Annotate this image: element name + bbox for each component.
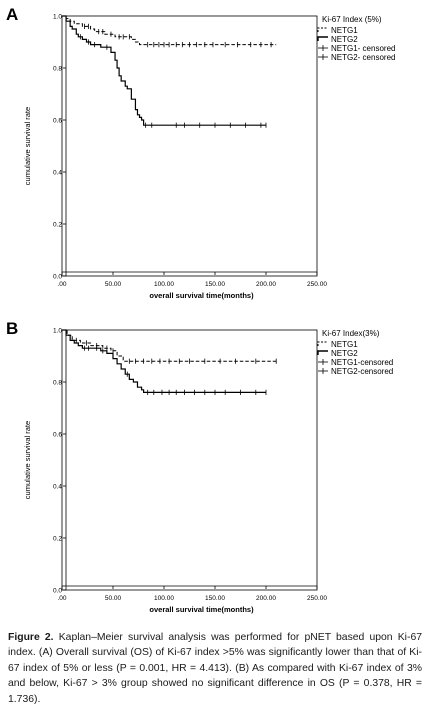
y-tick-label: 0.8: [53, 65, 62, 72]
legend-entry: NETG1: [331, 26, 358, 35]
legend-title: Ki-67 Index(3%): [322, 329, 380, 338]
y-axis-label: cumulative survival rate: [23, 107, 32, 185]
panel-letter: B: [6, 319, 18, 338]
x-tick-label: 50.00: [105, 281, 122, 288]
legend-symbol-netg1: [317, 341, 328, 346]
y-axis-label: cumulative survival rate: [23, 421, 32, 499]
y-tick-label: 0.2: [53, 535, 62, 542]
series-netg1-curve: [62, 329, 277, 362]
legend-entry: NETG1: [331, 340, 358, 349]
plot-frame: [61, 329, 318, 591]
x-axis-label: overall survival time(months): [149, 291, 254, 300]
legend-symbol-netg1: [317, 27, 328, 32]
legend-entry: NETG2: [331, 349, 358, 358]
x-tick-label: 200.00: [256, 595, 276, 602]
caption-text: Kaplan–Meier survival analysis was perfo…: [8, 632, 422, 705]
x-tick-label: 100.00: [154, 595, 174, 602]
plot-frame: [61, 15, 318, 277]
y-tick-label: 0.8: [53, 379, 62, 386]
x-axis-label: overall survival time(months): [149, 605, 254, 614]
x-tick-label: 100.00: [154, 281, 174, 288]
series-netg2-curve: [62, 329, 266, 393]
y-tick-label: 0.4: [53, 483, 62, 490]
panel-b: B 0.0 0.2 0.4 0.6 0.8 1.0 .00 50.00 100.00 150.00 2…: [6, 319, 393, 614]
x-tick-label: 150.00: [205, 595, 225, 602]
series-netg1-curve: [62, 15, 277, 46]
x-tick-label: .00: [57, 281, 66, 288]
legend-entry: NETG2- censored: [331, 53, 395, 62]
x-tick-label: .00: [57, 595, 66, 602]
series-netg1: [62, 15, 277, 48]
x-tick-label: 250.00: [307, 281, 327, 288]
legend-title: Ki-67 Index (5%): [322, 15, 382, 24]
x-tick-label: 200.00: [256, 281, 276, 288]
legend-entry: NETG1-censored: [331, 358, 393, 367]
panel-letter: A: [6, 5, 18, 24]
figure-caption: Figure 2. Kaplan–Meier survival analysis…: [8, 630, 422, 707]
y-tick-label: 0.4: [53, 169, 62, 176]
figure: A 0.0 0.2 0.4 0.6 0.8 1.0 .00 50.00 100.00 150.00 2…: [6, 5, 395, 614]
x-tick-label: 150.00: [205, 281, 225, 288]
y-tick-label: 1.0: [53, 13, 62, 20]
y-tick-label: 0.0: [53, 273, 62, 280]
y-tick-label: 0.6: [53, 117, 62, 124]
legend-symbol-netg2: [317, 36, 328, 41]
series-netg1: [62, 329, 277, 364]
y-tick-label: 0.2: [53, 221, 62, 228]
legend-symbol-netg2: [317, 350, 328, 355]
series-netg2: [62, 15, 267, 128]
legend-entry: NETG1- censored: [331, 44, 395, 53]
series-netg2-curve: [62, 15, 266, 126]
legend-entry: NETG2: [331, 35, 358, 44]
caption-label: Figure 2.: [8, 632, 54, 643]
series-netg2: [62, 329, 267, 395]
x-tick-label: 250.00: [307, 595, 327, 602]
panel-a: A 0.0 0.2 0.4 0.6 0.8 1.0 .00 50.00 100.00 150.00 2…: [6, 5, 395, 300]
y-tick-label: 0.0: [53, 587, 62, 594]
y-tick-label: 1.0: [53, 327, 62, 334]
y-tick-label: 0.6: [53, 431, 62, 438]
legend-entry: NETG2-censored: [331, 367, 393, 376]
x-tick-label: 50.00: [105, 595, 122, 602]
